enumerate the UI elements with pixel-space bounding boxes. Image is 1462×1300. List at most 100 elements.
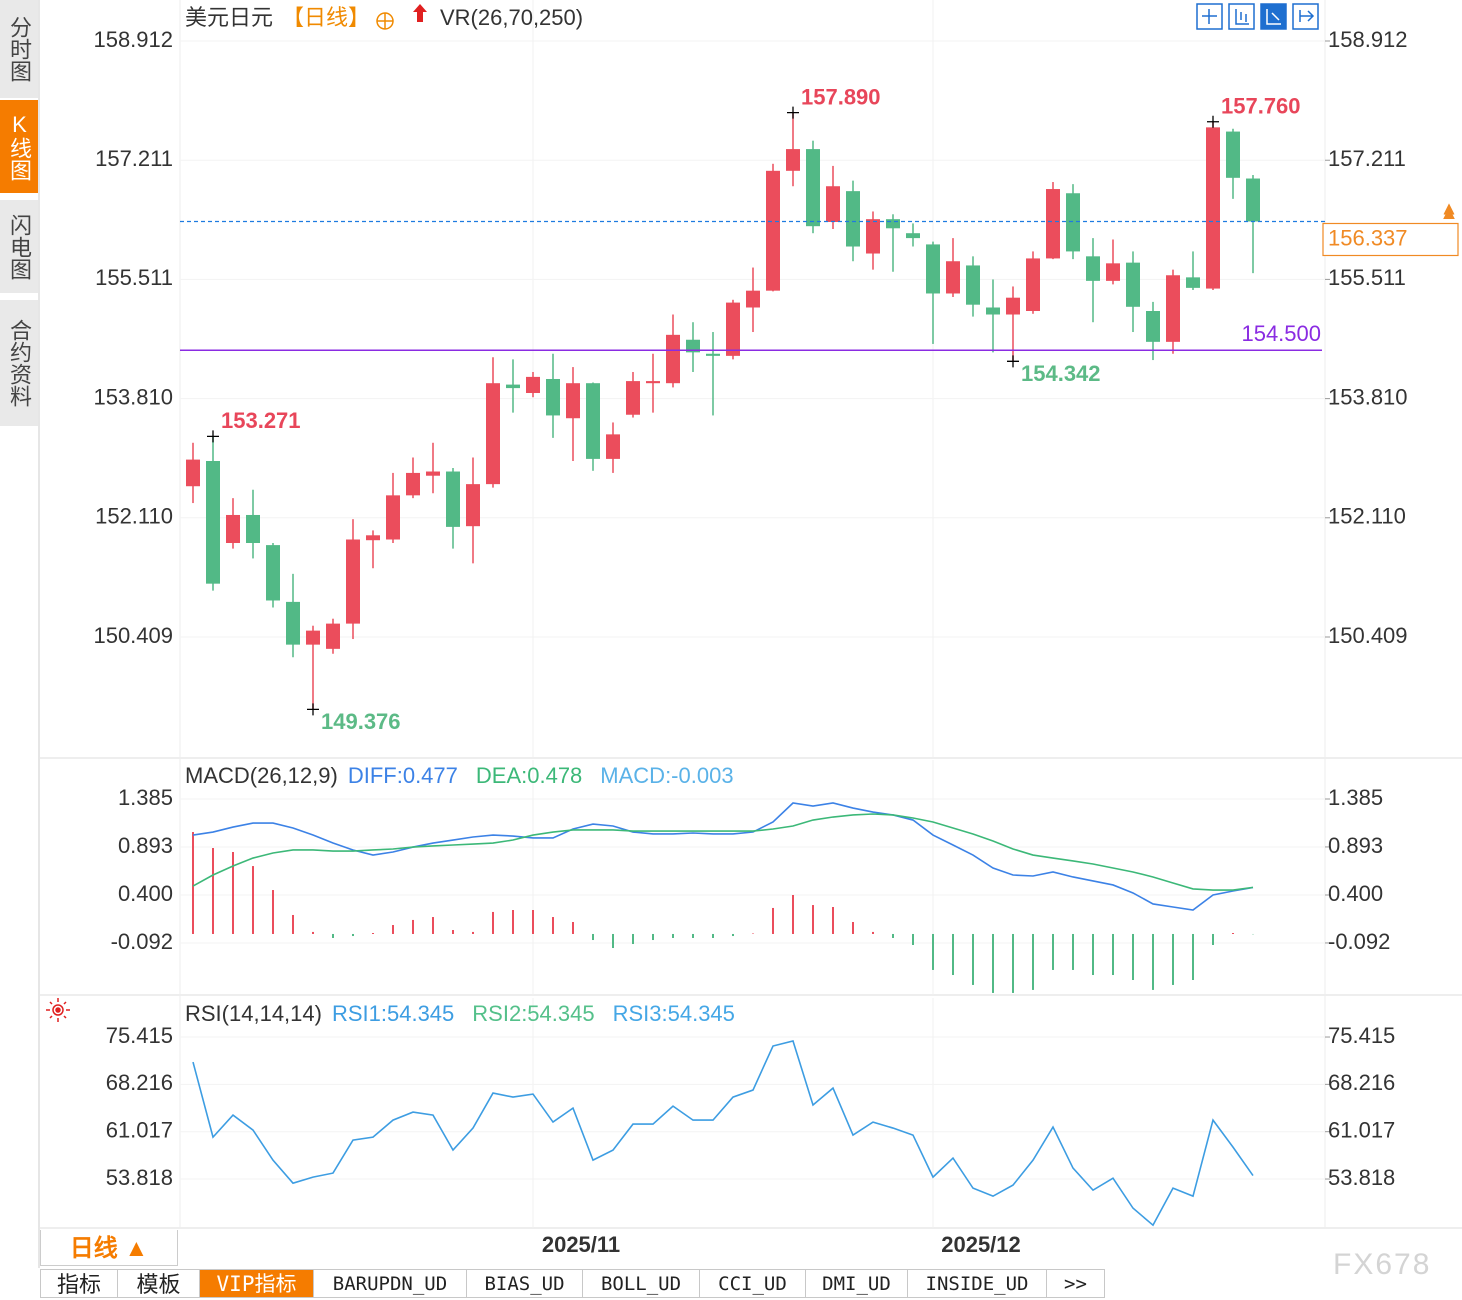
period-button[interactable]: 日线 ▲: [40, 1230, 178, 1266]
extreme-marker: [1007, 355, 1019, 368]
y-tick-label: 150.409: [93, 623, 173, 648]
header-period: 【日线】: [282, 5, 370, 30]
candle-body: [846, 191, 860, 247]
candle-body: [966, 265, 980, 305]
y-tick-label: 155.511: [95, 265, 173, 290]
candle-body: [406, 472, 420, 496]
candle-body: [426, 471, 440, 476]
candle-body: [286, 601, 300, 645]
header-indicator: VR(26,70,250): [440, 5, 583, 30]
candle-body: [666, 334, 680, 384]
y-tick-label: 0.400: [118, 881, 173, 906]
legend-entry: RSI3:54.345: [613, 1001, 735, 1026]
candle-body: [566, 383, 580, 419]
sidebar-tab[interactable]: 分时图: [0, 0, 38, 99]
extreme-label: 149.376: [321, 709, 401, 734]
candle-body: [206, 460, 220, 584]
tab[interactable]: 指标: [40, 1269, 118, 1298]
candle-body: [526, 376, 540, 394]
candle-body: [1106, 263, 1120, 281]
y-tick-label: 157.211: [95, 146, 173, 171]
tab[interactable]: BIAS_UD: [467, 1269, 583, 1298]
candle-body: [586, 383, 600, 459]
y-tick-label: 153.810: [93, 384, 173, 409]
candle-body: [386, 495, 400, 540]
candle-body: [1126, 262, 1140, 307]
watermark: FX678: [1333, 1248, 1432, 1281]
x-tick-label: 2025/11: [542, 1232, 620, 1257]
y-tick-label: 61.017: [106, 1118, 173, 1143]
legend-entry: DEA:0.478: [476, 763, 582, 788]
series-line: [192, 1040, 1254, 1227]
tab[interactable]: >>: [1047, 1269, 1105, 1298]
y-tick-label: 152.110: [1328, 504, 1406, 529]
candle-body: [806, 149, 820, 227]
y-tick-label: 68.216: [106, 1070, 173, 1095]
tab[interactable]: INSIDE_UD: [908, 1269, 1047, 1298]
candle-body: [686, 339, 700, 353]
settings-icon[interactable]: [376, 12, 394, 30]
tab[interactable]: 模板: [118, 1269, 200, 1298]
y-tick-label: 53.818: [106, 1165, 173, 1190]
candle-body: [1006, 297, 1020, 315]
candle-body: [226, 514, 240, 544]
y-tick-label: 1.385: [1328, 785, 1383, 810]
candle-body: [1246, 178, 1260, 222]
switch-icon[interactable]: [413, 4, 427, 22]
candle-body: [706, 353, 720, 356]
candle-body: [366, 535, 380, 541]
candle-body: [626, 381, 640, 415]
candle-body: [1166, 275, 1180, 342]
y-tick-label: 61.017: [1328, 1118, 1395, 1143]
y-tick-label: 1.385: [118, 785, 173, 810]
level-label: 154.500: [1241, 321, 1321, 346]
candle-body: [946, 261, 960, 294]
tab[interactable]: DMI_UD: [806, 1269, 908, 1298]
y-tick-label: 75.415: [1328, 1023, 1395, 1048]
candle-body: [1226, 131, 1240, 178]
candle-body: [346, 539, 360, 624]
y-tick-label: 153.810: [1328, 384, 1408, 409]
tab[interactable]: BARUPDN_UD: [314, 1269, 467, 1298]
tab[interactable]: CCI_UD: [700, 1269, 806, 1298]
candle-body: [446, 471, 460, 527]
y-tick-label: 75.415: [106, 1023, 173, 1048]
series-line: [192, 813, 1254, 891]
tab[interactable]: BOLL_UD: [583, 1269, 700, 1298]
extreme-label: 154.342: [1021, 361, 1101, 386]
toolbar[interactable]: [1196, 3, 1319, 30]
y-tick-label: 158.912: [1328, 27, 1408, 52]
extreme-label: 153.271: [221, 408, 301, 433]
candle-body: [1086, 256, 1100, 281]
candle-body: [926, 244, 940, 294]
candle-body: [646, 381, 660, 384]
y-tick-label: 0.400: [1328, 881, 1383, 906]
y-tick-label: 0.893: [118, 833, 173, 858]
candle-body: [986, 307, 1000, 315]
legend-entry: MACD:-0.003: [600, 763, 733, 788]
extreme-label: 157.890: [801, 84, 881, 109]
sidebar-tab[interactable]: 闪电图: [0, 200, 38, 294]
y-tick-label: 152.110: [95, 504, 173, 529]
legend-entry: RSI1:54.345: [332, 1001, 454, 1026]
x-tick-label: 2025/12: [941, 1232, 1021, 1257]
sidebar-tab[interactable]: K线图: [0, 100, 38, 194]
header-title: 美元日元: [185, 5, 273, 30]
y-tick-label: -0.092: [111, 929, 173, 954]
tab[interactable]: VIP指标: [200, 1269, 314, 1298]
sidebar-tab[interactable]: 合约资料: [0, 300, 38, 427]
y-tick-label: 158.912: [93, 27, 173, 52]
panel-title: MACD(26,12,9): [185, 763, 338, 788]
candle-body: [246, 514, 260, 544]
candle-body: [326, 623, 340, 649]
last-price-label: 156.337: [1328, 225, 1408, 250]
candle-body: [1146, 311, 1160, 342]
extreme-marker: [787, 106, 799, 119]
candle-body: [506, 384, 520, 389]
rsi-icon[interactable]: [46, 998, 70, 1022]
legend-entry: RSI2:54.345: [472, 1001, 594, 1026]
candle-body: [1186, 277, 1200, 288]
candle-body: [746, 290, 760, 308]
